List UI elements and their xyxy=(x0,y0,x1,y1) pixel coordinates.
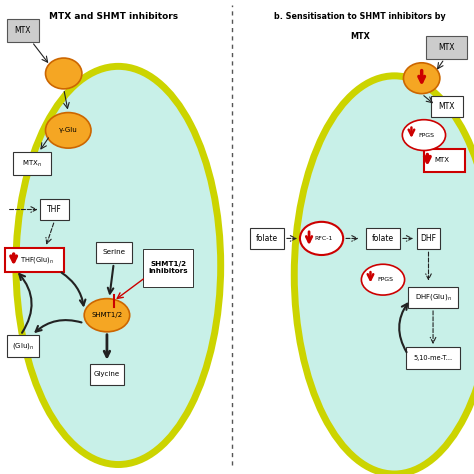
Text: Serine: Serine xyxy=(102,249,125,255)
Text: FPGS: FPGS xyxy=(377,277,393,282)
Ellipse shape xyxy=(361,264,405,295)
Ellipse shape xyxy=(294,76,474,474)
Ellipse shape xyxy=(46,113,91,148)
FancyBboxPatch shape xyxy=(143,249,193,287)
Text: γ-Glu: γ-Glu xyxy=(59,128,78,133)
Text: MTX: MTX xyxy=(438,43,455,52)
Text: RFC-1: RFC-1 xyxy=(315,236,333,241)
FancyBboxPatch shape xyxy=(96,242,132,263)
Text: Glycine: Glycine xyxy=(94,372,120,377)
FancyBboxPatch shape xyxy=(406,347,460,369)
FancyBboxPatch shape xyxy=(424,149,465,172)
Text: SHMT1/2
inhibitors: SHMT1/2 inhibitors xyxy=(148,261,188,274)
FancyBboxPatch shape xyxy=(250,228,284,249)
FancyBboxPatch shape xyxy=(12,152,51,175)
FancyBboxPatch shape xyxy=(431,96,463,118)
FancyBboxPatch shape xyxy=(40,199,69,220)
Ellipse shape xyxy=(300,222,343,255)
Text: MTX: MTX xyxy=(434,157,449,163)
Text: SHMT1/2: SHMT1/2 xyxy=(91,312,122,318)
FancyBboxPatch shape xyxy=(7,19,39,42)
Text: THF(Glu)$_n$: THF(Glu)$_n$ xyxy=(20,255,55,265)
Ellipse shape xyxy=(16,66,221,465)
FancyBboxPatch shape xyxy=(366,228,400,249)
Text: MTX: MTX xyxy=(15,27,31,35)
FancyBboxPatch shape xyxy=(7,336,39,356)
Ellipse shape xyxy=(46,58,82,89)
Text: DHF: DHF xyxy=(420,234,437,243)
Text: b. Sensitisation to SHMT inhibitors by: b. Sensitisation to SHMT inhibitors by xyxy=(274,12,446,21)
FancyBboxPatch shape xyxy=(90,364,124,385)
FancyBboxPatch shape xyxy=(5,248,64,272)
Ellipse shape xyxy=(402,120,446,151)
Text: 5,10-me-T...: 5,10-me-T... xyxy=(413,355,453,361)
Text: (Glu)$_n$: (Glu)$_n$ xyxy=(12,341,34,351)
Text: MTX: MTX xyxy=(438,102,455,111)
Text: folate: folate xyxy=(256,234,278,243)
Text: MTX$_n$: MTX$_n$ xyxy=(22,158,42,169)
Text: FPGS: FPGS xyxy=(418,133,434,137)
Text: THF: THF xyxy=(47,205,62,214)
FancyBboxPatch shape xyxy=(417,228,440,249)
Text: DHF(Glu)$_n$: DHF(Glu)$_n$ xyxy=(415,292,451,302)
Text: folate: folate xyxy=(372,234,394,243)
FancyBboxPatch shape xyxy=(408,286,458,308)
Text: MTX: MTX xyxy=(350,32,370,41)
Text: MTX and SHMT inhibitors: MTX and SHMT inhibitors xyxy=(49,12,178,21)
FancyBboxPatch shape xyxy=(426,36,467,59)
Ellipse shape xyxy=(403,63,440,94)
Ellipse shape xyxy=(84,299,130,332)
